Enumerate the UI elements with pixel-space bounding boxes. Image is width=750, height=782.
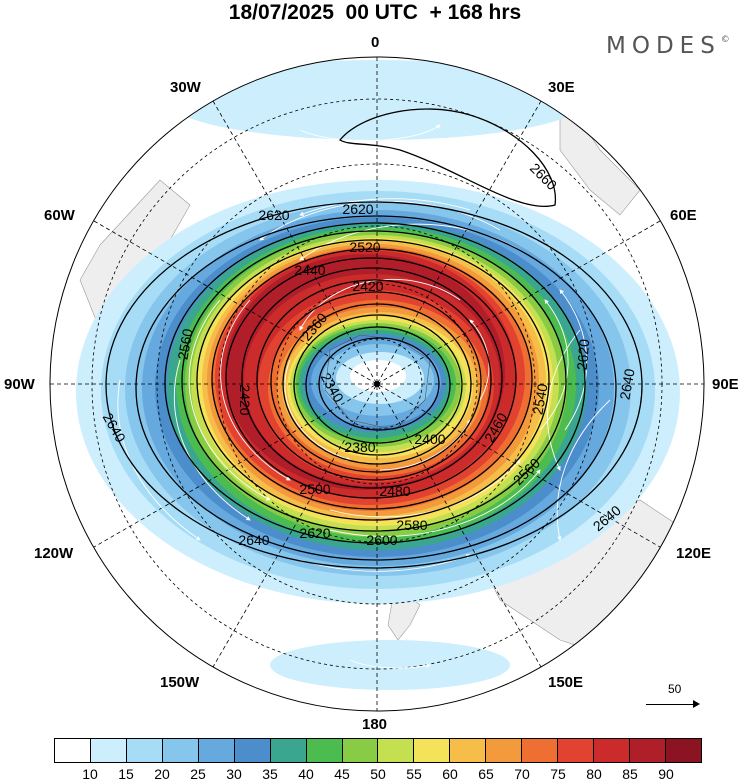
south-pole-marker xyxy=(374,381,380,387)
contour-label: 2620 xyxy=(342,201,373,217)
colorbar-tick-label: 85 xyxy=(622,766,638,782)
colorbar-swatch xyxy=(414,739,451,762)
polar-map: 2660 2620 2620 2600 2580 2540 2520 2500 … xyxy=(49,56,705,712)
colorbar-swatch xyxy=(270,739,307,762)
colorbar-tick-label: 20 xyxy=(154,766,170,782)
lon-label-90e: 90E xyxy=(712,376,739,393)
contour-label: 2620 xyxy=(299,525,330,541)
contour-label: 2580 xyxy=(396,517,427,533)
colorbar-tick-label: 65 xyxy=(478,766,494,782)
lon-label-120w: 120W xyxy=(34,545,74,562)
colorbar-swatch xyxy=(486,739,523,762)
colorbar-swatch xyxy=(558,739,595,762)
contour-label: 2420 xyxy=(237,384,253,415)
meridians xyxy=(50,57,704,711)
brand-name: MODES xyxy=(606,33,721,59)
reference-vector-label: 50 xyxy=(668,682,682,696)
contour-label: 2640 xyxy=(238,532,269,548)
colorbar-tick-label: 55 xyxy=(406,766,422,782)
colorbar-tick-label: 15 xyxy=(118,766,134,782)
wind-vectors xyxy=(117,124,611,669)
lon-label-180: 180 xyxy=(362,716,388,733)
colorbar-swatch xyxy=(306,739,343,762)
lon-label-60e: 60E xyxy=(670,207,697,224)
colorbar-swatch xyxy=(378,739,415,762)
colorbar-swatch xyxy=(162,739,199,762)
colorbar-tick-label: 40 xyxy=(298,766,314,782)
contour-label: 2520 xyxy=(349,239,380,255)
colorbar xyxy=(54,738,702,763)
contour-label: 2400 xyxy=(414,431,445,447)
lon-label-150w: 150W xyxy=(160,674,200,691)
colorbar-swatch xyxy=(342,739,379,762)
land-antarctica xyxy=(324,334,431,431)
height-contours xyxy=(105,108,643,569)
colorbar-tick-label: 35 xyxy=(262,766,278,782)
colorbar-swatch xyxy=(234,739,271,762)
lon-label-60w: 60W xyxy=(44,207,75,224)
map-title: 18/07/2025 00 UTC + 168 hrs xyxy=(228,1,522,24)
contour-label: 2380 xyxy=(344,439,375,455)
colorbar-swatch xyxy=(126,739,163,762)
colorbar-tick-label: 30 xyxy=(226,766,242,782)
contour-label: 2480 xyxy=(379,483,410,499)
brand-logo: MODES© xyxy=(606,33,730,59)
contour-label: 2560 xyxy=(174,327,195,361)
contour-label: 2620 xyxy=(574,338,593,371)
colorbar-swatch xyxy=(55,739,91,762)
reference-vector-shaft xyxy=(646,704,696,705)
lon-label-150e: 150E xyxy=(548,674,584,691)
colorbar-swatch xyxy=(198,739,235,762)
colorbar-swatch xyxy=(522,739,559,762)
colorbar-tick-label: 70 xyxy=(514,766,530,782)
colorbar-tick-label: 10 xyxy=(82,766,98,782)
contour-label: 2640 xyxy=(616,367,637,401)
colorbar-tick-label: 75 xyxy=(550,766,566,782)
colorbar-swatch xyxy=(90,739,127,762)
colorbar-tick-label: 50 xyxy=(370,766,386,782)
colorbar-swatch xyxy=(665,739,701,762)
contour-label: 2420 xyxy=(352,278,383,294)
reference-vector: 50 xyxy=(640,682,710,712)
colorbar-tick-label: 45 xyxy=(334,766,350,782)
contour-label: 2620 xyxy=(258,207,289,223)
colorbar-swatch xyxy=(450,739,487,762)
contour-label: 2600 xyxy=(366,532,397,548)
contour-label: 2540 xyxy=(529,382,550,416)
lon-label-30w: 30W xyxy=(170,79,201,96)
contour-label: 2440 xyxy=(294,262,325,278)
colorbar-tick-label: 80 xyxy=(586,766,602,782)
map-border xyxy=(49,56,705,712)
lon-label-90w: 90W xyxy=(4,376,35,393)
colorbar-tick-label: 90 xyxy=(658,766,674,782)
contour-label: 2500 xyxy=(299,481,330,497)
colorbar-swatch xyxy=(594,739,630,762)
contour-labels: 2660 2620 2620 2600 2580 2540 2520 2500 … xyxy=(100,160,638,548)
colorbar-tick-label: 25 xyxy=(190,766,206,782)
lon-label-0: 0 xyxy=(371,34,380,51)
copyright-mark: © xyxy=(720,35,730,45)
arrow-right-icon xyxy=(693,700,700,708)
colorbar-tick-label: 60 xyxy=(442,766,458,782)
colorbar-swatch xyxy=(630,739,666,762)
lon-label-120e: 120E xyxy=(676,545,712,562)
lon-label-30e: 30E xyxy=(548,79,575,96)
